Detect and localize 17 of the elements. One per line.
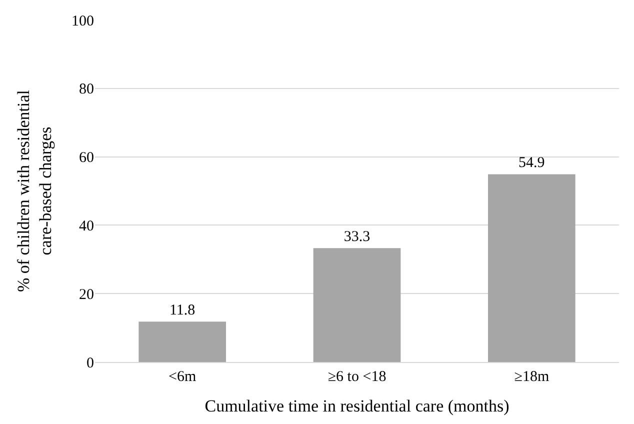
data-label: 54.9: [518, 155, 545, 172]
x-tick-label: ≥18m: [514, 369, 550, 385]
bar: [313, 248, 401, 362]
x-axis-title: Cumulative time in residential care (months): [204, 396, 510, 416]
data-label: 11.8: [169, 302, 196, 319]
bar: [488, 174, 576, 362]
bar: [138, 322, 226, 362]
data-label: 33.3: [344, 229, 370, 246]
y-axis-title: % of children with residential care-based charges: [14, 90, 56, 292]
y-tick-label: 40: [79, 218, 94, 234]
y-tick-label: 80: [79, 82, 94, 98]
x-tick-label: ≥6 to <18: [328, 369, 386, 385]
y-tick-label: 0: [86, 355, 94, 372]
y-tick-label: 100: [72, 13, 94, 30]
x-tick-label: <6m: [168, 369, 196, 385]
y-tick-label: 60: [79, 150, 94, 166]
y-tick-label: 20: [79, 286, 94, 303]
